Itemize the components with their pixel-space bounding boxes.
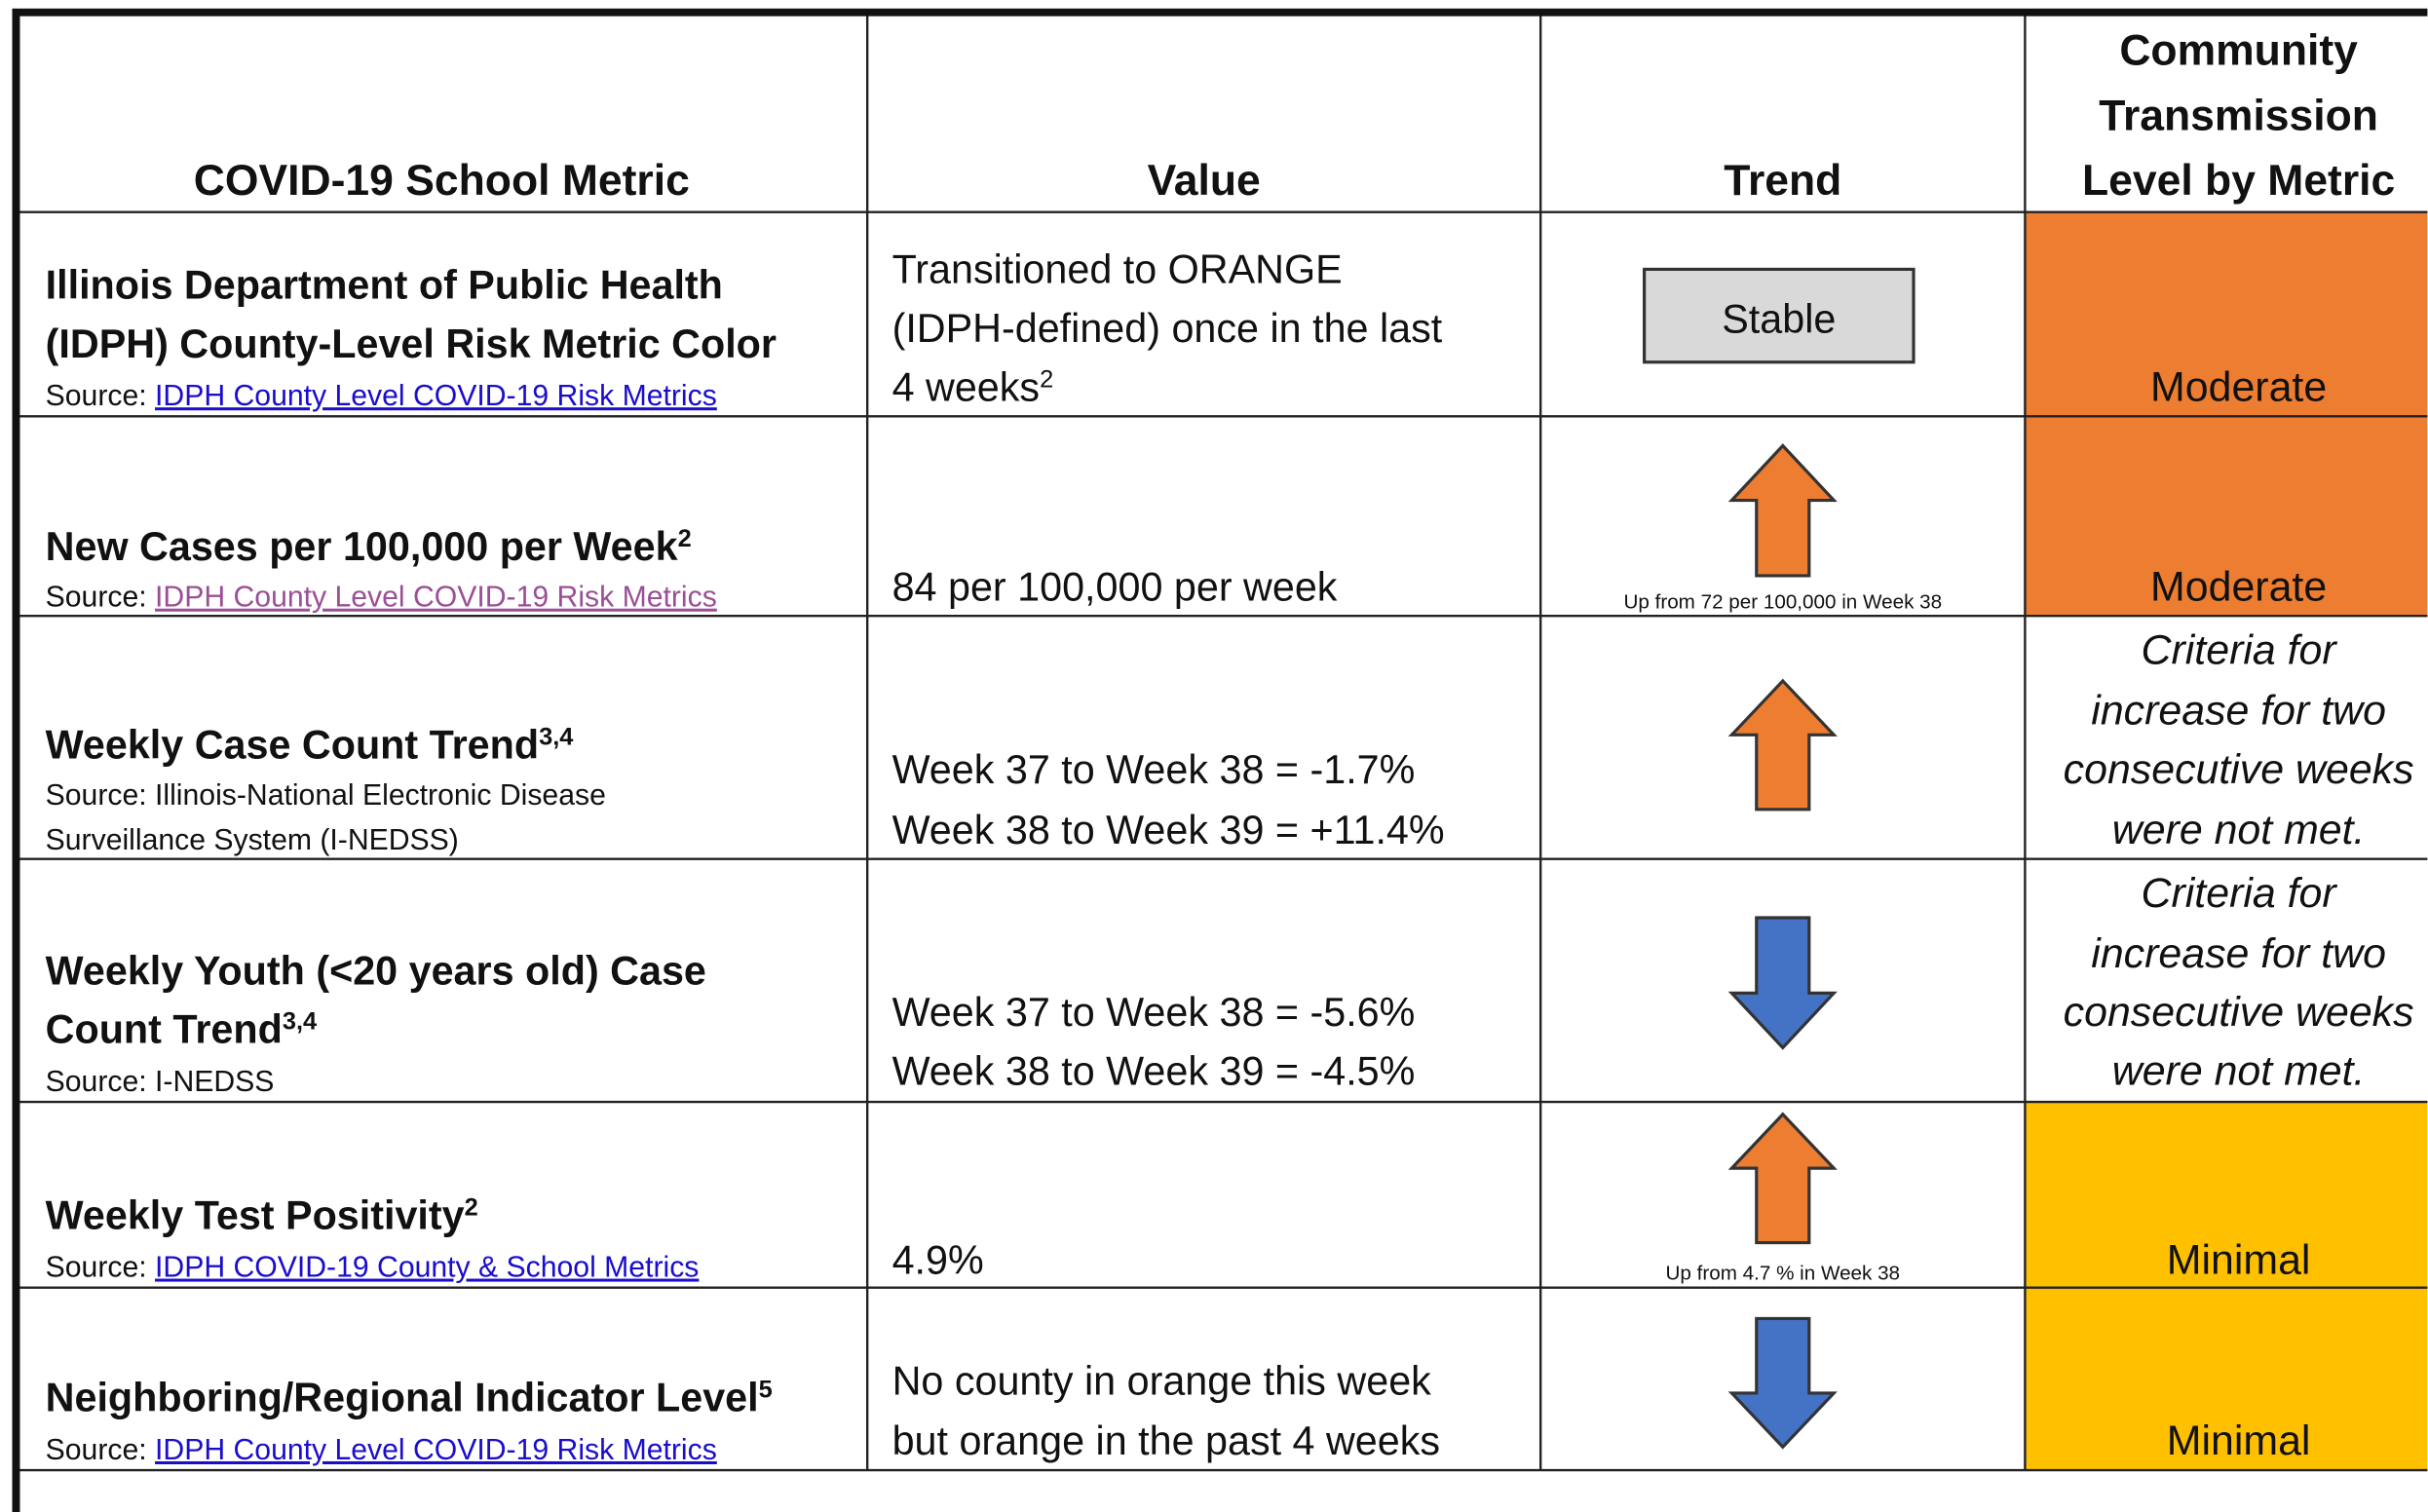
header-level: Transmission bbox=[2099, 92, 2378, 139]
trend-box bbox=[1643, 267, 1916, 364]
level-cell bbox=[2025, 416, 2428, 617]
value: (IDPH-defined) once in the last bbox=[892, 306, 1443, 351]
superscript: 5 bbox=[759, 1377, 773, 1404]
metric-text: Count Trend bbox=[46, 1007, 283, 1052]
value: Week 38 to Week 39 = +11.4% bbox=[892, 808, 1445, 852]
level: were not met. bbox=[2112, 1048, 2366, 1095]
metric-text: Weekly Test Positivity bbox=[46, 1192, 465, 1237]
level: Moderate bbox=[2150, 563, 2327, 610]
level: Minimal bbox=[2167, 1236, 2311, 1283]
value: Week 37 to Week 38 = -1.7% bbox=[892, 747, 1416, 792]
level: Criteria for bbox=[2142, 626, 2338, 673]
value-text: (IDPH-defined) once in the last bbox=[892, 306, 1443, 351]
metric-text: Neighboring/Regional Indicator Level bbox=[46, 1376, 759, 1420]
trend-arrow-down bbox=[1727, 1316, 1838, 1450]
level-cell bbox=[2025, 1287, 2428, 1471]
value: Week 38 to Week 39 = -4.5% bbox=[892, 1049, 1416, 1094]
value: 84 per 100,000 per week bbox=[892, 564, 1338, 609]
value: but orange in the past 4 weeks bbox=[892, 1418, 1440, 1463]
superscript: 2 bbox=[678, 525, 692, 552]
metric-text: Weekly Case Count Trend bbox=[46, 722, 539, 767]
value-text: but orange in the past 4 weeks bbox=[892, 1418, 1440, 1463]
header-level: Level by Metric bbox=[2082, 157, 2395, 205]
value-text: Week 38 to Week 39 = +11.4% bbox=[892, 808, 1445, 852]
value-text: Week 38 to Week 39 = -4.5% bbox=[892, 1049, 1416, 1094]
level: Moderate bbox=[2150, 363, 2327, 410]
metric-name: Weekly Case Count Trend3,4 bbox=[46, 722, 574, 767]
metric-text: Weekly Youth (<20 years old) Case bbox=[46, 948, 706, 993]
trend-arrow-up bbox=[1727, 1112, 1838, 1245]
header-trend: Trend bbox=[1724, 157, 1841, 205]
source: Surveillance System (I-NEDSS) bbox=[46, 824, 459, 856]
source-label: Source: bbox=[46, 1434, 147, 1466]
source-link[interactable]: IDPH COVID-19 County & School Metrics bbox=[155, 1252, 699, 1284]
metric-text: New Cases per 100,000 per Week bbox=[46, 524, 678, 569]
value: 4.9% bbox=[892, 1237, 984, 1282]
source: Source: IDPH COVID-19 County & School Me… bbox=[46, 1252, 700, 1284]
metric-name: Neighboring/Regional Indicator Level5 bbox=[46, 1376, 773, 1420]
level: increase for two bbox=[2091, 930, 2386, 977]
source-label: Source: bbox=[46, 1252, 147, 1284]
level: Minimal bbox=[2167, 1418, 2311, 1464]
header-value: Value bbox=[1148, 157, 1261, 205]
source: Source: IDPH County Level COVID-19 Risk … bbox=[46, 1434, 717, 1466]
source: Source: IDPH County Level COVID-19 Risk … bbox=[46, 380, 717, 412]
value-text: Week 37 to Week 38 = -5.6% bbox=[892, 990, 1416, 1035]
metric-text: (IDPH) County-Level Risk Metric Color bbox=[46, 321, 777, 366]
trend-note: Up from 72 per 100,000 in Week 38 bbox=[1623, 590, 1942, 613]
level: increase for two bbox=[2091, 687, 2386, 734]
level: Criteria for bbox=[2142, 870, 2338, 917]
source-link[interactable]: IDPH County Level COVID-19 Risk Metrics bbox=[155, 1434, 717, 1466]
metric-text: Illinois Department of Public Health bbox=[46, 263, 723, 308]
source: Source: Illinois-National Electronic Dis… bbox=[46, 779, 606, 812]
value-text: 4.9% bbox=[892, 1237, 984, 1282]
value: Transitioned to ORANGE bbox=[892, 247, 1343, 292]
source-label: Source: bbox=[46, 380, 147, 412]
metric-name: Weekly Youth (<20 years old) Case bbox=[46, 948, 706, 993]
source-link[interactable]: IDPH County Level COVID-19 Risk Metrics bbox=[155, 582, 717, 614]
trend-note: Up from 4.7 % in Week 38 bbox=[1666, 1263, 1901, 1285]
trend-arrow-up bbox=[1727, 443, 1838, 578]
level-cell bbox=[2025, 1102, 2428, 1288]
value-text: 4 weeks bbox=[892, 364, 1040, 409]
level: consecutive weeks bbox=[2064, 746, 2414, 793]
metric-name: Illinois Department of Public Health bbox=[46, 263, 723, 308]
metric-name: (IDPH) County-Level Risk Metric Color bbox=[46, 321, 777, 366]
source-label: Source: bbox=[46, 582, 147, 614]
value: Week 37 to Week 38 = -5.6% bbox=[892, 990, 1416, 1035]
source-link[interactable]: IDPH County Level COVID-19 Risk Metrics bbox=[155, 380, 717, 412]
value-text: 84 per 100,000 per week bbox=[892, 564, 1338, 609]
superscript: 3,4 bbox=[539, 723, 573, 750]
metric-name: New Cases per 100,000 per Week2 bbox=[46, 524, 692, 569]
source: Source: IDPH County Level COVID-19 Risk … bbox=[46, 582, 717, 614]
value: 4 weeks2 bbox=[892, 364, 1054, 409]
trend-arrow-up bbox=[1727, 678, 1838, 812]
level: were not met. bbox=[2112, 807, 2366, 853]
superscript: 3,4 bbox=[283, 1008, 317, 1036]
superscript: 2 bbox=[465, 1193, 478, 1221]
header-level: Community bbox=[2119, 27, 2358, 75]
value-text: No county in orange this week bbox=[892, 1358, 1432, 1403]
metric-name: Weekly Test Positivity2 bbox=[46, 1192, 478, 1237]
metric-name: Count Trend3,4 bbox=[46, 1007, 318, 1052]
source: Source: I-NEDSS bbox=[46, 1066, 275, 1098]
value-text: Transitioned to ORANGE bbox=[892, 247, 1343, 292]
outer-border bbox=[12, 8, 2428, 1512]
trend-arrow-down bbox=[1727, 916, 1838, 1050]
level-cell bbox=[2025, 211, 2428, 417]
header-metric: COVID-19 School Metric bbox=[194, 157, 690, 205]
superscript: 2 bbox=[1040, 365, 1053, 393]
level: consecutive weeks bbox=[2064, 989, 2414, 1036]
trend-label: Stable bbox=[1722, 297, 1836, 342]
value-text: Week 37 to Week 38 = -1.7% bbox=[892, 747, 1416, 792]
value: No county in orange this week bbox=[892, 1358, 1432, 1403]
